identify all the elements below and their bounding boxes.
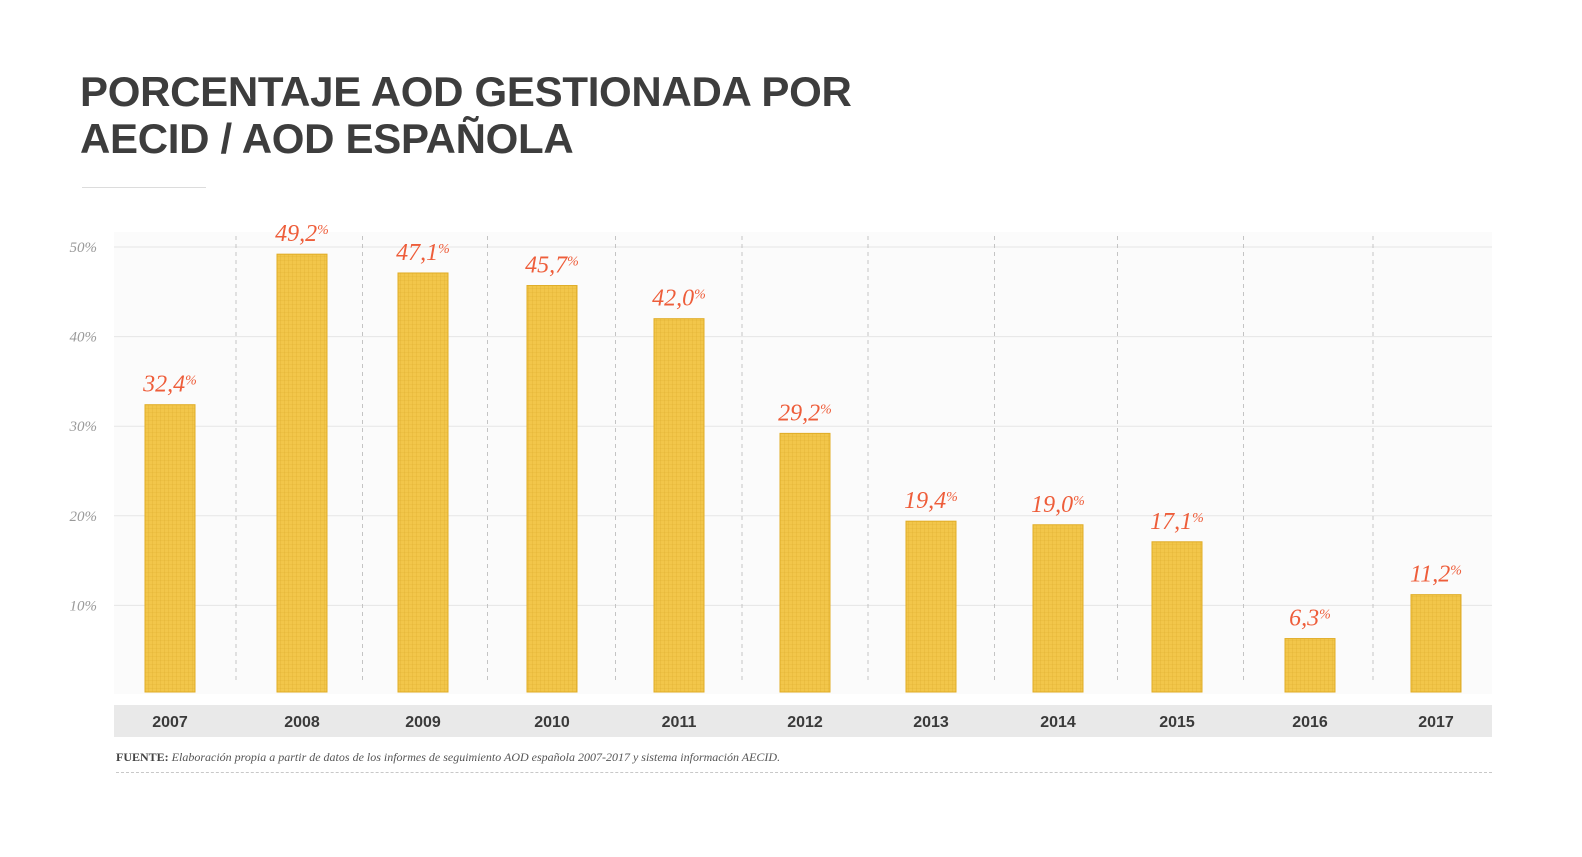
bar-2010 xyxy=(526,285,578,693)
x-tick-label-2010: 2010 xyxy=(534,714,570,731)
bar-2013 xyxy=(905,520,957,693)
bars xyxy=(144,253,1462,693)
x-tick-label-2011: 2011 xyxy=(662,714,697,731)
source-label: FUENTE: xyxy=(116,750,169,764)
x-axis-ticks: 2007 2008 2009 2010 2011 2012 2013 2014 2015 2016… xyxy=(152,714,1454,731)
source-note: FUENTE: Elaboración propia a partir de d… xyxy=(116,750,780,765)
title-underline xyxy=(82,187,206,188)
bar-2009 xyxy=(397,272,449,693)
bar-2014 xyxy=(1032,524,1084,693)
bar-2017 xyxy=(1410,594,1462,693)
x-tick-label-2017: 2017 xyxy=(1418,714,1454,731)
y-tick-label: 30% xyxy=(69,419,98,435)
x-tick-label-2009: 2009 xyxy=(405,714,441,731)
y-tick-label: 10% xyxy=(70,598,98,614)
source-divider xyxy=(116,772,1492,773)
bar-2015 xyxy=(1151,541,1203,693)
y-axis-ticks: 10% 20% 30% 40% 50% xyxy=(69,240,98,614)
bar-2011 xyxy=(653,318,705,693)
bar-2012 xyxy=(779,432,831,693)
column-separators xyxy=(235,236,1374,680)
x-tick-label-2013: 2013 xyxy=(913,714,949,731)
y-tick-label: 40% xyxy=(70,330,98,346)
source-text: Elaboración propia a partir de datos de … xyxy=(171,750,781,764)
chart-title: PORCENTAJE AOD GESTIONADA POR AECID / AO… xyxy=(80,68,852,162)
x-tick-label-2014: 2014 xyxy=(1040,714,1076,731)
x-tick-label-2008: 2008 xyxy=(284,714,320,731)
bar-2016 xyxy=(1284,638,1336,693)
x-tick-label-2015: 2015 xyxy=(1159,714,1195,731)
bar-2007 xyxy=(144,404,196,693)
y-tick-label: 50% xyxy=(70,240,98,256)
x-axis-band xyxy=(114,705,1492,737)
title-line-1: PORCENTAJE AOD GESTIONADA POR xyxy=(80,68,852,115)
bar-2008 xyxy=(276,253,328,693)
x-tick-label-2007: 2007 xyxy=(152,714,188,731)
x-tick-label-2016: 2016 xyxy=(1292,714,1328,731)
x-tick-label-2012: 2012 xyxy=(787,714,823,731)
y-tick-label: 20% xyxy=(70,509,98,525)
title-line-2: AECID / AOD ESPAÑOLA xyxy=(80,115,574,162)
